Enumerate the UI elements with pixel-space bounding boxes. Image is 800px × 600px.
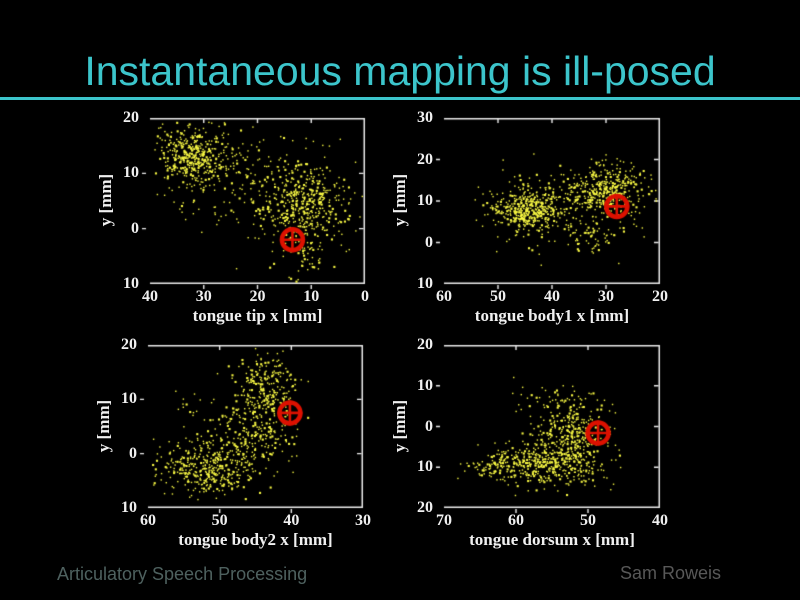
scatter-canvas [432,115,663,294]
x-tick-label: 30 [195,288,212,305]
x-axis-label: tongue body1 x [mm] [474,306,630,325]
x-tick-label: 40 [283,512,300,529]
x-tick-label: 40 [142,288,158,305]
y-tick-label: 20 [417,499,433,516]
scatter-plot-tongue-body1 [432,115,663,294]
scatter-canvas [432,342,663,518]
y-tick-label: 20 [417,150,433,168]
x-tick-label: 50 [580,512,596,529]
x-tick-label: 70 [436,512,452,529]
y-tick-label: 10 [417,376,433,394]
x-tick-label: 40 [544,288,560,305]
x-tick-label: 30 [355,512,371,529]
y-tick-label: 10 [417,275,433,292]
scatter-plot-tongue-tip [138,115,368,294]
footer-left: Articulatory Speech Processing [57,564,308,584]
x-tick-label: 60 [508,512,524,529]
y-tick-label: 30 [417,109,433,126]
y-tick-label: 0 [425,233,433,251]
x-tick-label: 20 [652,288,668,305]
scatter-canvas [136,342,366,518]
y-tick-label: 0 [131,219,139,237]
scatter-plot-tongue-dorsum [432,342,663,518]
x-tick-label: 60 [140,512,156,529]
scatter-plot-tongue-body2 [136,342,366,518]
y-tick-label: 10 [417,192,433,209]
y-tick-label: 10 [123,164,139,182]
y-tick-label: 20 [417,336,433,353]
y-tick-label: 10 [121,390,137,408]
y-tick-label: 10 [123,275,139,292]
x-tick-label: 30 [598,288,614,305]
y-tick-label: 0 [425,417,433,435]
y-tick-label: 20 [123,109,139,126]
y-tick-label: 0 [129,444,137,462]
x-tick-label: 60 [436,288,452,305]
x-tick-label: 50 [490,288,506,305]
footer-right: Sam Roweis [620,563,722,583]
x-axis-label: tongue body2 x [mm] [178,530,333,549]
y-axis-label: y [mm] [390,173,409,227]
y-tick-label: 10 [417,458,433,476]
y-tick-label: 20 [121,336,137,353]
x-axis-label: tongue dorsum x [mm] [469,530,635,549]
y-axis-label: y [mm] [390,399,409,452]
y-tick-label: 10 [121,499,137,516]
y-axis-label: y [mm] [94,399,113,452]
y-axis-label: y [mm] [96,173,115,227]
x-tick-label: 20 [249,288,266,305]
x-tick-label: 10 [303,288,320,305]
x-tick-label: 0 [361,288,369,305]
scatter-canvas [138,115,368,294]
x-tick-label: 40 [652,512,668,529]
x-tick-label: 50 [211,512,228,529]
slide-title: Instantaneous mapping is ill-posed [84,48,716,94]
x-axis-label: tongue tip x [mm] [192,306,323,325]
title-underline [0,97,800,100]
